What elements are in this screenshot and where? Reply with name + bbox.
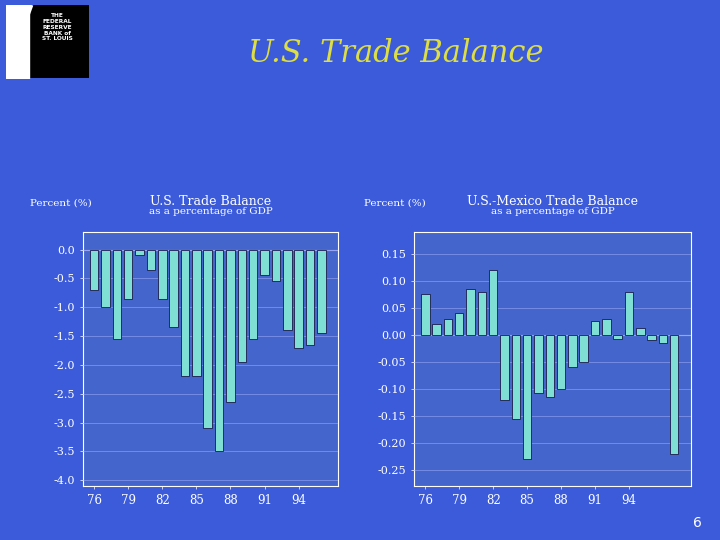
Bar: [306, 249, 314, 345]
Bar: [112, 249, 121, 339]
Text: U.S. Trade Balance: U.S. Trade Balance: [150, 195, 271, 208]
Bar: [647, 335, 656, 340]
Bar: [238, 249, 246, 362]
Bar: [215, 249, 223, 451]
Bar: [557, 335, 565, 389]
Bar: [421, 294, 430, 335]
Bar: [102, 249, 109, 307]
Bar: [512, 335, 520, 418]
Bar: [534, 335, 543, 393]
Bar: [636, 328, 644, 335]
Bar: [249, 249, 258, 339]
Bar: [283, 249, 292, 330]
Bar: [181, 249, 189, 376]
Text: U.S.-Mexico Trade Balance: U.S.-Mexico Trade Balance: [467, 195, 638, 208]
Bar: [602, 319, 611, 335]
Text: Percent (%): Percent (%): [30, 199, 92, 208]
Bar: [226, 249, 235, 402]
Text: 6: 6: [693, 516, 702, 530]
Bar: [477, 292, 486, 335]
Bar: [192, 249, 201, 376]
Bar: [124, 249, 132, 299]
Bar: [613, 335, 622, 339]
Text: Percent (%): Percent (%): [364, 199, 426, 208]
Bar: [294, 249, 303, 348]
Text: THE
FEDERAL
RESERVE
BANK of
ST. LOUIS: THE FEDERAL RESERVE BANK of ST. LOUIS: [42, 13, 73, 42]
Bar: [500, 335, 509, 400]
Bar: [169, 249, 178, 327]
Bar: [204, 249, 212, 428]
Bar: [261, 249, 269, 275]
Bar: [455, 313, 464, 335]
Text: as a percentage of GDP: as a percentage of GDP: [491, 207, 614, 216]
Text: U.S. Trade Balance: U.S. Trade Balance: [248, 38, 544, 69]
Bar: [546, 335, 554, 397]
Bar: [271, 249, 280, 281]
Text: as a percentage of GDP: as a percentage of GDP: [149, 207, 272, 216]
Bar: [90, 249, 99, 290]
Bar: [489, 270, 498, 335]
Bar: [135, 249, 144, 255]
Bar: [670, 335, 678, 454]
Bar: [580, 335, 588, 362]
Bar: [433, 324, 441, 335]
Bar: [467, 289, 474, 335]
Bar: [444, 319, 452, 335]
Bar: [568, 335, 577, 367]
Bar: [158, 249, 166, 299]
Bar: [659, 335, 667, 343]
Bar: [317, 249, 325, 333]
Bar: [147, 249, 156, 269]
Bar: [523, 335, 531, 459]
Bar: [591, 321, 599, 335]
Bar: [625, 292, 633, 335]
